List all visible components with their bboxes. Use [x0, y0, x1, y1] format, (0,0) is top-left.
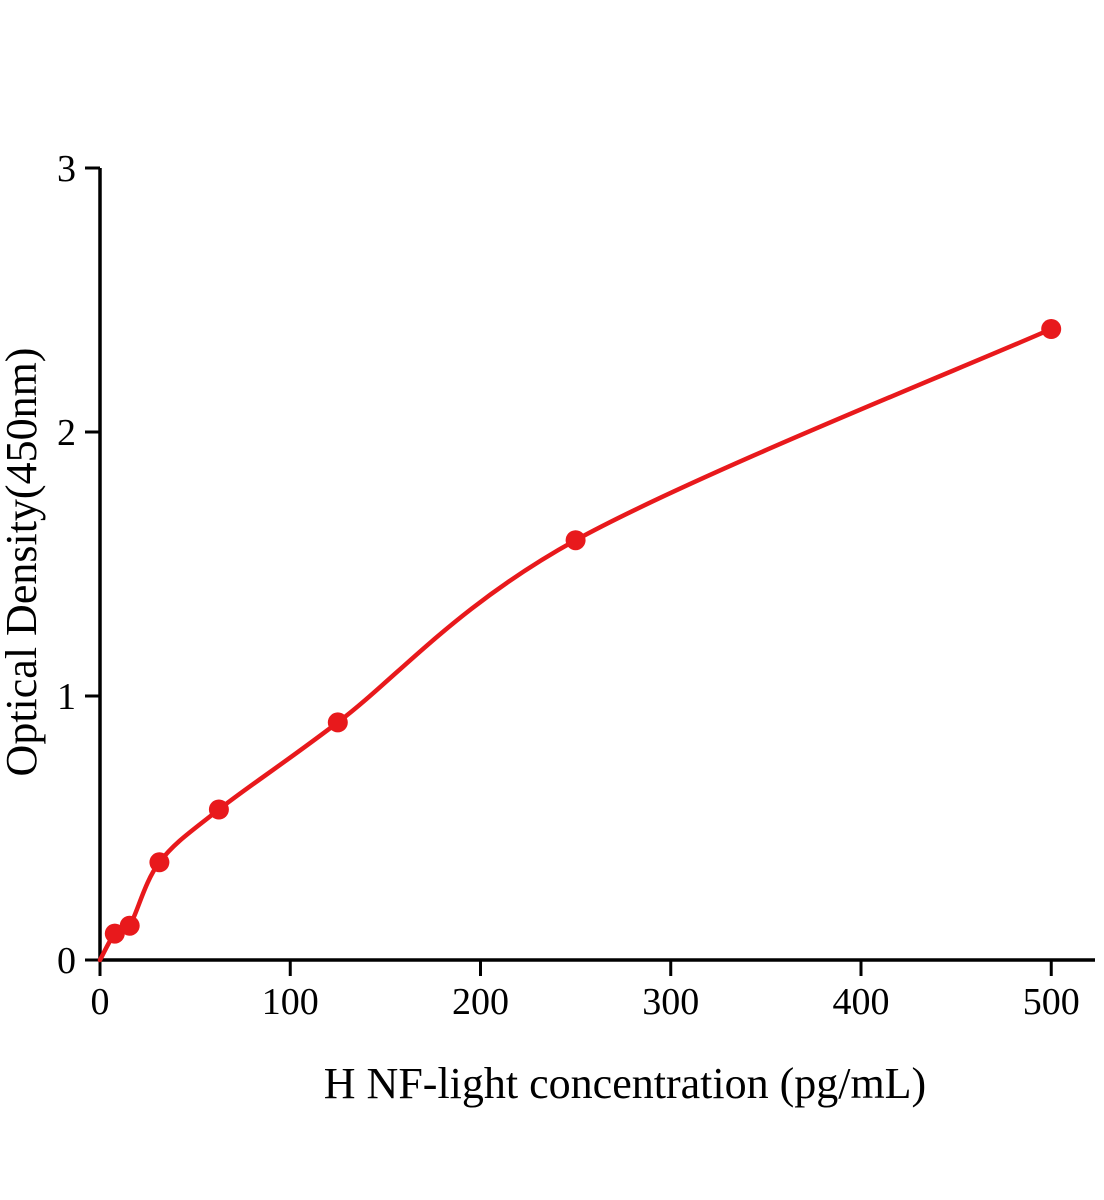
x-tick-label: 100 — [262, 981, 319, 1023]
x-tick-label: 500 — [1023, 981, 1080, 1023]
y-tick-label: 2 — [57, 412, 76, 454]
data-point — [208, 799, 229, 820]
y-axis-title: Optical Density(450nm) — [0, 348, 46, 777]
x-tick-label: 400 — [832, 981, 889, 1023]
x-tick-label: 200 — [452, 981, 509, 1023]
data-point — [149, 852, 170, 873]
x-axis-title: H NF-light concentration (pg/mL) — [324, 1059, 926, 1108]
data-point — [565, 530, 586, 551]
y-tick-label: 3 — [57, 148, 76, 190]
y-tick-label: 0 — [57, 940, 76, 982]
x-tick-label: 0 — [91, 981, 110, 1023]
data-point — [327, 712, 348, 733]
y-tick-label: 1 — [57, 676, 76, 718]
data-points — [104, 319, 1062, 944]
data-point — [1041, 319, 1062, 339]
axes: 0 1 2 3 0 100 200 300 400 500 — [57, 148, 1095, 1023]
x-tick-label: 300 — [642, 981, 699, 1023]
data-point — [104, 923, 125, 944]
data-point — [119, 915, 140, 936]
fit-curve — [97, 326, 1054, 963]
axis-lines — [98, 168, 1095, 962]
